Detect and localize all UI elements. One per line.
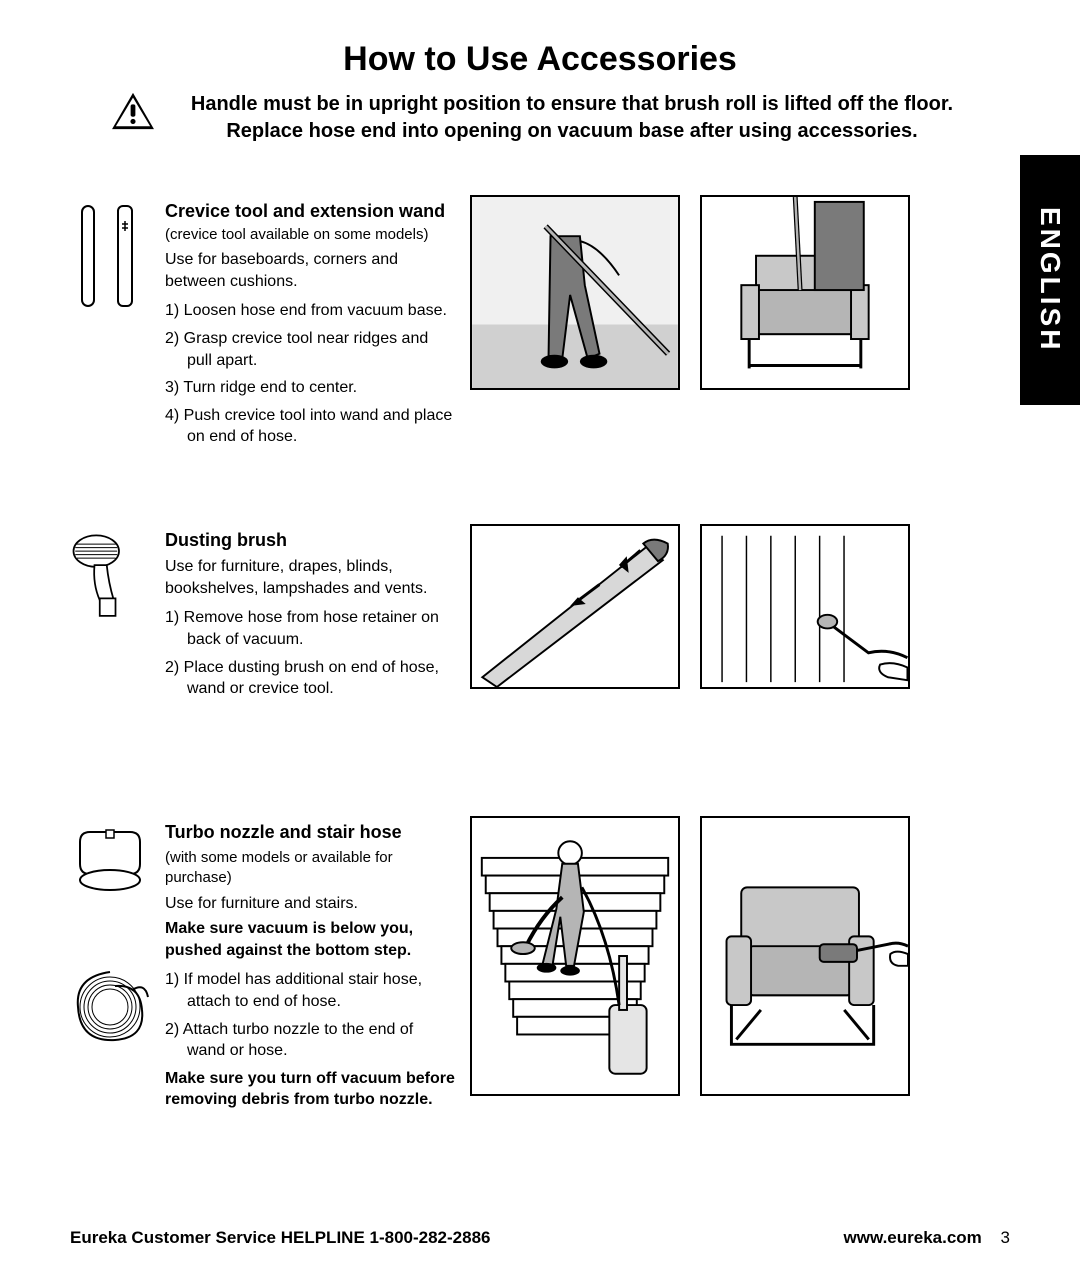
turbo-post-bold: Make sure you turn off vacuum before rem…: [165, 1068, 455, 1111]
turbo-figures: [470, 816, 1010, 1115]
section-dusting-text: Dusting brush Use for furniture, drapes,…: [165, 524, 455, 706]
section-crevice: Crevice tool and extension wand (crevice…: [70, 195, 1010, 454]
crevice-step: 4) Push crevice tool into wand and place…: [165, 405, 455, 448]
page-title: How to Use Accessories: [70, 40, 1010, 79]
footer-helpline: Eureka Customer Service HELPLINE 1-800-2…: [70, 1228, 490, 1248]
figure-dusting-blinds: [700, 524, 910, 689]
crevice-step: 2) Grasp crevice tool near ridges and pu…: [165, 328, 455, 371]
crevice-intro: Use for baseboards, corners and between …: [165, 249, 455, 292]
figure-turbo-chair: [700, 816, 910, 1096]
page-footer: Eureka Customer Service HELPLINE 1-800-2…: [70, 1228, 1010, 1248]
turbo-pre-bold: Make sure vacuum is below you, pushed ag…: [165, 918, 455, 961]
figure-crevice-chair: [700, 195, 910, 390]
crevice-step: 3) Turn ridge end to center.: [165, 377, 455, 399]
dusting-heading: Dusting brush: [165, 528, 455, 552]
turbo-step: 2) Attach turbo nozzle to the end of wan…: [165, 1019, 455, 1062]
figure-crevice-floor: [470, 195, 680, 390]
dusting-brush-icon: [70, 524, 150, 706]
turbo-step: 1) If model has additional stair hose, a…: [165, 969, 455, 1012]
warning-text: Handle must be in upright position to en…: [174, 91, 970, 145]
dusting-step: 1) Remove hose from hose retainer on bac…: [165, 607, 455, 650]
dusting-step: 2) Place dusting brush on end of hose, w…: [165, 657, 455, 700]
footer-page-number: 3: [1001, 1228, 1010, 1247]
figure-turbo-stairs: [470, 816, 680, 1096]
turbo-intro: Use for furniture and stairs.: [165, 893, 455, 915]
section-crevice-text: Crevice tool and extension wand (crevice…: [165, 195, 455, 454]
warning-row: Handle must be in upright position to en…: [70, 91, 1010, 145]
crevice-tool-icon: [70, 195, 150, 454]
dusting-intro: Use for furniture, drapes, blinds, books…: [165, 556, 455, 599]
crevice-heading-note: (crevice tool available on some models): [165, 226, 428, 243]
crevice-step: 1) Loosen hose end from vacuum base.: [165, 300, 455, 322]
crevice-figures: [470, 195, 1010, 454]
section-turbo-text: Turbo nozzle and stair hose (with some m…: [165, 816, 455, 1115]
footer-url: www.eureka.com: [844, 1228, 982, 1247]
turbo-nozzle-icon: [70, 816, 150, 1115]
turbo-heading-note: (with some models or available for purch…: [165, 848, 455, 889]
warning-icon: [110, 91, 156, 136]
turbo-heading: Turbo nozzle and stair hose: [165, 820, 455, 844]
section-turbo: Turbo nozzle and stair hose (with some m…: [70, 816, 1010, 1115]
dusting-figures: [470, 524, 1010, 706]
figure-dusting-wand: [470, 524, 680, 689]
page-content: How to Use Accessories Handle must be in…: [0, 0, 1080, 1165]
section-dusting: Dusting brush Use for furniture, drapes,…: [70, 524, 1010, 706]
crevice-heading: Crevice tool and extension wand: [165, 201, 445, 221]
